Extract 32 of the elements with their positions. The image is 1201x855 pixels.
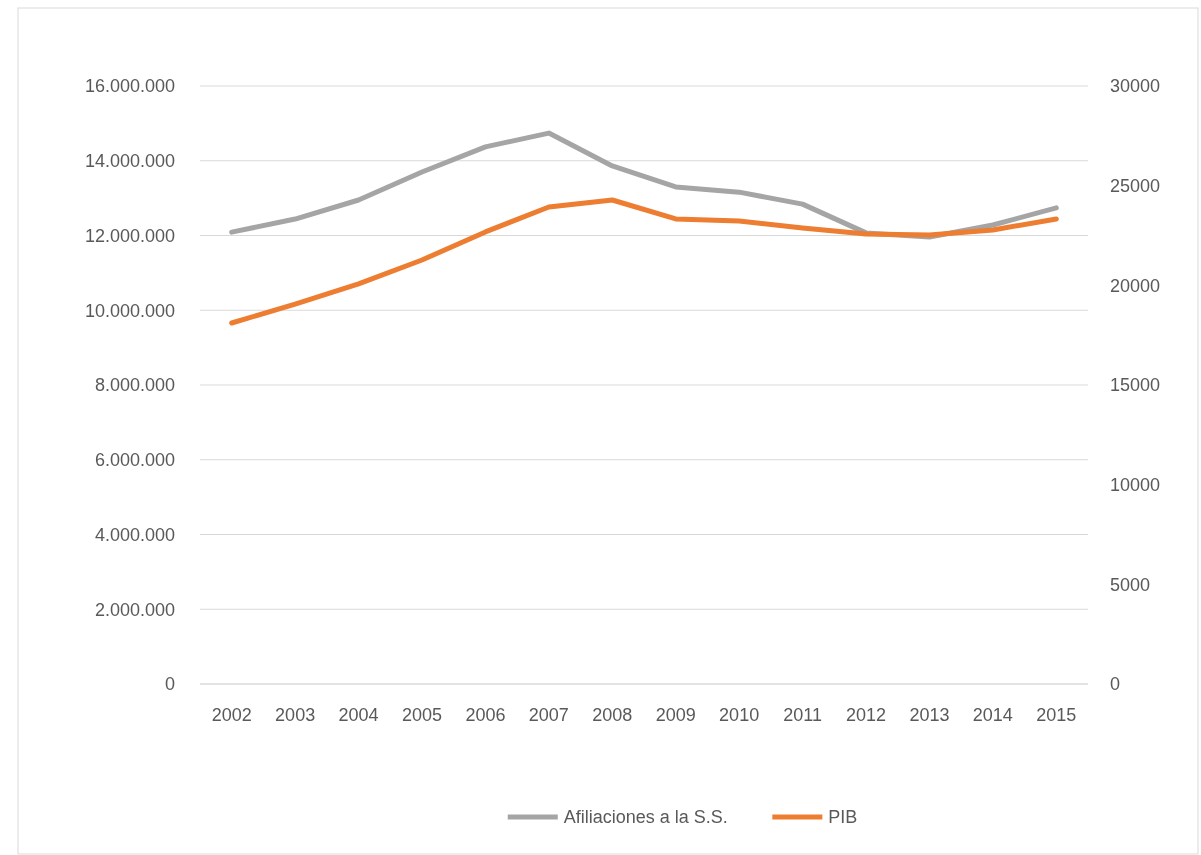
y2-tick-label: 25000 — [1110, 175, 1161, 196]
y2-tick-label: 10000 — [1110, 474, 1161, 495]
legend-label: PIB — [828, 807, 858, 828]
x-tick-label: 2006 — [465, 705, 506, 726]
y-tick-label: 12.000.000 — [84, 225, 175, 246]
legend-label: Afiliaciones a la S.S. — [563, 807, 728, 828]
y2-tick-label: 30000 — [1110, 76, 1161, 97]
y-tick-label: 16.000.000 — [84, 76, 175, 97]
y2-tick-label: 5000 — [1110, 574, 1151, 595]
y2-tick-label: 0 — [1110, 674, 1121, 695]
y-tick-label: 14.000.000 — [84, 151, 175, 172]
y2-tick-label: 20000 — [1110, 275, 1161, 296]
x-tick-label: 2007 — [528, 705, 569, 726]
x-tick-label: 2013 — [909, 705, 950, 726]
x-tick-label: 2015 — [1036, 705, 1077, 726]
x-tick-label: 2011 — [783, 705, 822, 726]
x-tick-label: 2009 — [655, 705, 696, 726]
x-tick-label: 2008 — [592, 705, 633, 726]
y-tick-label: 10.000.000 — [84, 300, 175, 321]
y-tick-label: 6.000.000 — [94, 450, 175, 471]
x-tick-label: 2010 — [719, 705, 760, 726]
y-tick-label: 4.000.000 — [94, 524, 175, 545]
x-tick-label: 2012 — [845, 705, 887, 726]
y-tick-label: 8.000.000 — [94, 375, 175, 396]
x-tick-label: 2014 — [972, 705, 1013, 726]
y2-tick-label: 15000 — [1110, 375, 1161, 396]
x-tick-label: 2004 — [338, 705, 379, 726]
x-tick-label: 2003 — [275, 705, 316, 726]
y-tick-label: 2.000.000 — [94, 599, 175, 620]
x-tick-label: 2002 — [211, 705, 252, 726]
y-tick-label: 0 — [164, 674, 175, 695]
x-tick-label: 2005 — [401, 705, 443, 726]
